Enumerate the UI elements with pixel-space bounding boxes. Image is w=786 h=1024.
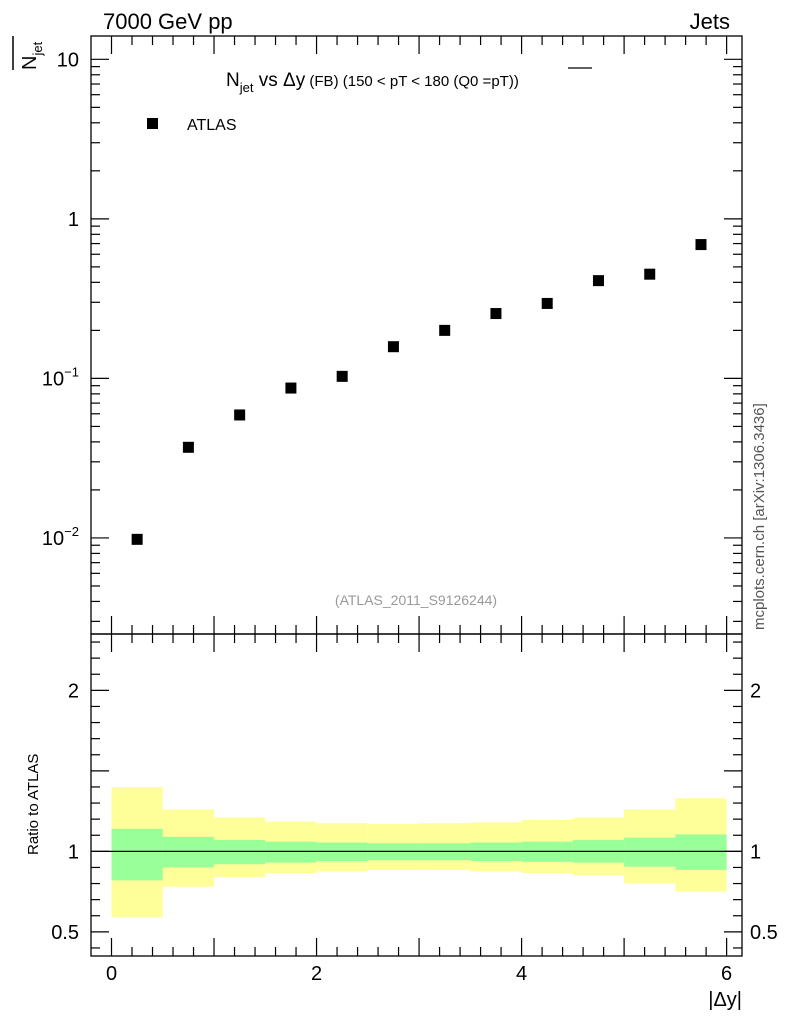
data-point [285, 382, 297, 394]
ratio-bands [91, 786, 742, 918]
axes [91, 36, 742, 956]
side-source-label: mcplots.cern.ch [arXiv:1306.3436] [751, 403, 768, 630]
x-tick-label: 6 [721, 963, 732, 985]
data-point [387, 341, 399, 353]
x-tick-label: 0 [106, 963, 117, 985]
ratio-y-tick-label-right: 2 [750, 680, 761, 702]
x-tick-label: 2 [311, 963, 322, 985]
data-point [234, 409, 246, 421]
data-point [490, 308, 502, 320]
header-process-label: Jets [690, 9, 730, 34]
header-energy-label: 7000 GeV pp [103, 9, 233, 34]
y-tick-label: 10−1 [42, 364, 79, 390]
data-point [439, 324, 451, 336]
inner-band-bin [624, 837, 676, 867]
ratio-y-tick-label-left: 0.5 [51, 922, 79, 944]
analysis-watermark: (ATLAS_2011_S9126244) [335, 592, 497, 608]
ratio-plot-frame [90, 633, 743, 957]
legend-label: ATLAS [187, 117, 237, 134]
ratio-y-tick-label-right: 0.5 [750, 922, 778, 944]
inner-band-bin [111, 828, 163, 881]
inner-band-bin [675, 834, 727, 870]
ratio-y-tick-label-left: 2 [68, 680, 79, 702]
ratio-y-tick-label-left: 1 [68, 841, 79, 863]
inner-band-bin [162, 836, 215, 868]
ylabel-top: Njet [19, 41, 45, 70]
data-point [131, 533, 143, 545]
inner-band-bin [265, 841, 317, 863]
y-tick-label: 10 [57, 49, 79, 71]
data-point [182, 441, 194, 453]
y-tick-label: 1 [68, 209, 79, 231]
top-ylabel: Njet [12, 36, 45, 70]
data-point [695, 239, 707, 251]
data-point [541, 297, 553, 309]
x-tick-label: 4 [516, 963, 527, 985]
inner-band-bin [214, 840, 266, 865]
y-tick-label: 10−2 [42, 524, 79, 550]
legend-marker [147, 118, 158, 129]
data-point [644, 268, 656, 280]
plot-title: Njet vs Δy (FB) (150 < pT < 180 (Q0 =pT)… [226, 70, 519, 95]
x-axis-label: |Δy| [708, 989, 742, 1011]
ratio-y-tick-label-right: 1 [750, 841, 761, 863]
data-points [131, 239, 707, 545]
ratio-ylabel: Ratio to ATLAS [25, 754, 42, 855]
data-point [336, 370, 348, 382]
tick-labels: 10−2 10−1 1 10 0.5 0.5 1 1 2 2 0 2 4 6 [42, 49, 778, 985]
data-point [592, 275, 604, 287]
